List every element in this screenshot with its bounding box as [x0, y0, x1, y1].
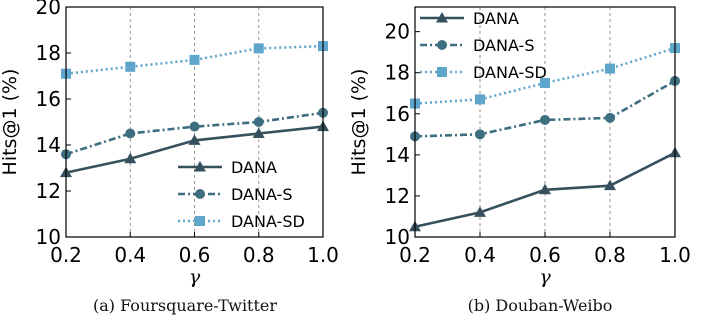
y-tick-label: 10 [36, 225, 61, 249]
legend-marker [436, 12, 448, 23]
x-tick-label: 1.0 [659, 243, 691, 267]
data-point-dana-sd [475, 94, 485, 105]
y-tick-label: 16 [36, 87, 61, 111]
y-tick-label: 14 [385, 143, 410, 167]
y-tick-label: 20 [36, 0, 61, 19]
data-point-dana [252, 127, 265, 138]
legend-marker [195, 189, 205, 199]
y-tick-label: 14 [36, 133, 61, 157]
x-tick-label: 0.2 [50, 243, 82, 267]
legend-label-dana-sd: DANA-SD [473, 63, 547, 82]
x-tick-label: 0.4 [114, 243, 146, 267]
data-point-dana-sd [253, 43, 264, 54]
legend: DANA DANA-S DANA-SD [420, 9, 547, 82]
legend-label-dana-s: DANA-S [473, 36, 534, 55]
caption-b-text: Douban-Weibo [495, 296, 613, 315]
x-axis-label: γ [189, 266, 201, 288]
y-tick-label: 12 [385, 184, 410, 208]
data-point-dana-sd [540, 77, 550, 88]
x-tick-label: 0.6 [529, 243, 561, 267]
data-point-dana-s [540, 114, 550, 125]
x-tick-label: 0.6 [179, 243, 211, 267]
data-point-dana [539, 183, 551, 195]
legend-label-dana-sd: DANA-SD [231, 212, 305, 231]
legend: DANA DANA-S DANA-SD [178, 158, 305, 231]
legend-label-dana: DANA [473, 9, 519, 28]
y-tick-label: 18 [36, 41, 61, 65]
data-point-dana-s [605, 112, 615, 123]
caption-b: (b) Douban-Weibo [390, 296, 690, 315]
series-line-dana-sd [414, 46, 676, 105]
data-point-dana-s [125, 128, 136, 139]
x-tick-label: 0.8 [594, 243, 626, 267]
y-tick-label: 10 [385, 225, 410, 249]
caption-a-tag: (a) [92, 296, 115, 315]
data-point-dana [188, 134, 201, 145]
series-line-dana-sd [65, 44, 324, 75]
figure: 10 12 14 16 18 20 0.2 0.4 0.6 0.8 1.0 Hits@1 (%) γ DA… [0, 0, 691, 288]
x-tick-label: 1.0 [307, 243, 339, 267]
legend-marker [194, 161, 206, 172]
data-point-dana [604, 179, 616, 191]
data-point-dana [124, 152, 137, 164]
series-line-dana-s [65, 111, 324, 156]
y-axis-label: Hits@1 (%) [348, 69, 370, 176]
chart-a: 10 12 14 16 18 20 0.2 0.4 0.6 0.8 1.0 Hits@1 (%) γ DA… [0, 0, 339, 288]
x-tick-label: 0.2 [399, 243, 431, 267]
y-axis-label: Hits@1 (%) [0, 69, 21, 176]
legend-label-dana: DANA [231, 158, 277, 177]
data-point-dana-s [253, 117, 264, 127]
data-point-dana-sd [189, 54, 200, 65]
y-tick-label: 12 [36, 179, 61, 203]
legend-marker [437, 40, 447, 50]
data-point-dana [474, 206, 486, 217]
legend-marker [195, 216, 205, 226]
caption-a-text: Foursquare-Twitter [120, 296, 278, 315]
data-point-dana-s [475, 129, 485, 140]
x-tick-label: 0.8 [243, 243, 275, 267]
y-tick-label: 20 [385, 20, 410, 44]
legend-label-dana-s: DANA-S [231, 185, 292, 204]
chart-b: 10 12 14 16 18 20 0.2 0.4 0.6 0.8 1.0 Hits@1 (%) γ DA… [348, 6, 691, 288]
x-tick-label: 0.4 [464, 243, 496, 267]
data-point-dana-s [189, 121, 200, 132]
caption-a: (a) Foursquare-Twitter [35, 296, 335, 315]
data-point-dana-sd [605, 63, 615, 74]
data-point-dana-sd [125, 61, 136, 72]
legend-marker [437, 67, 447, 77]
x-axis-label: γ [539, 266, 551, 288]
caption-b-tag: (b) [467, 296, 491, 315]
y-tick-label: 18 [385, 61, 410, 85]
y-tick-label: 16 [385, 102, 410, 126]
